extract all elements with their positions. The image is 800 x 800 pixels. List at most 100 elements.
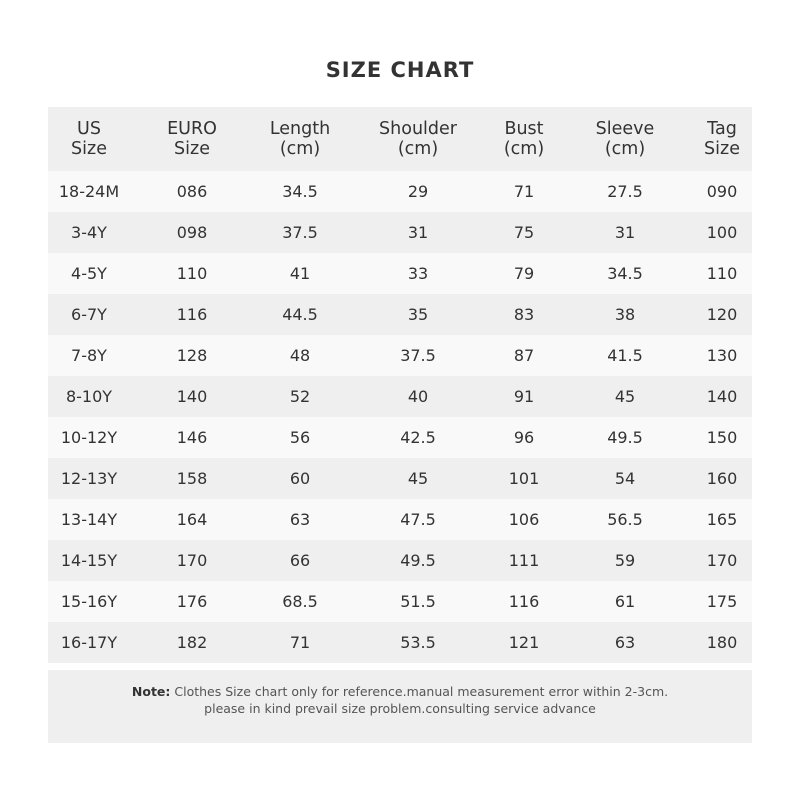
table-cell: 75 (513, 222, 535, 242)
table-cell: 48 (289, 345, 311, 365)
table-cell: 38 (614, 304, 636, 324)
column-header: Length (cm) (269, 119, 331, 159)
table-cell: 71 (513, 181, 535, 201)
table-cell: 101 (508, 468, 540, 488)
table-cell: 31 (614, 222, 636, 242)
table-row: 16-17Y 182 71 53.5 121 63 180 (48, 622, 752, 663)
table-cell: 10-12Y (60, 427, 118, 447)
table-cell: 71 (289, 632, 311, 652)
table-cell: 42.5 (400, 427, 436, 447)
table-cell: 44.5 (282, 304, 318, 324)
table-cell: 29 (407, 181, 429, 201)
table-cell: 090 (706, 181, 738, 201)
table-cell: 180 (706, 632, 738, 652)
table-cell: 34.5 (607, 263, 643, 283)
table-cell: 37.5 (400, 345, 436, 365)
column-header: US Size (71, 119, 107, 159)
table-cell: 53.5 (400, 632, 436, 652)
table-cell: 116 (176, 304, 208, 324)
note-label: Note: (131, 684, 171, 699)
table-cell: 91 (513, 386, 535, 406)
table-cell: 8-10Y (65, 386, 113, 406)
table-cell: 40 (407, 386, 429, 406)
table-cell: 51.5 (400, 591, 436, 611)
table-cell: 96 (513, 427, 535, 447)
table-cell: 87 (513, 345, 535, 365)
table-header: US Size EURO Size Length (cm) Shoulder (cm)… (48, 107, 752, 171)
table-cell: 12-13Y (60, 468, 118, 488)
table-row: 4-5Y 110 41 33 79 34.5 110 (48, 253, 752, 294)
table-cell: 49.5 (400, 550, 436, 570)
table-row: 13-14Y 164 63 47.5 106 56.5 165 (48, 499, 752, 540)
table-cell: 54 (614, 468, 636, 488)
table-cell: 098 (176, 222, 208, 242)
column-header: EURO Size (167, 119, 217, 159)
table-row: 12-13Y 158 60 45 101 54 160 (48, 458, 752, 499)
table-cell: 158 (176, 468, 208, 488)
table-cell: 160 (706, 468, 738, 488)
table-cell: 41.5 (607, 345, 643, 365)
table-cell: 35 (407, 304, 429, 324)
table-cell: 45 (407, 468, 429, 488)
column-header: Sleeve (cm) (595, 119, 655, 159)
table-row: 7-8Y 128 48 37.5 87 41.5 130 (48, 335, 752, 376)
table-cell: 31 (407, 222, 429, 242)
size-table: US Size EURO Size Length (cm) Shoulder (cm)… (48, 107, 752, 663)
table-cell: 83 (513, 304, 535, 324)
table-cell: 41 (289, 263, 311, 283)
table-cell: 176 (176, 591, 208, 611)
table-cell: 47.5 (400, 509, 436, 529)
table-cell: 110 (176, 263, 208, 283)
page-title: SIZE CHART (325, 58, 475, 82)
table-cell: 130 (706, 345, 738, 365)
table-row: 10-12Y 146 56 42.5 96 49.5 150 (48, 417, 752, 458)
column-header: Shoulder (cm) (379, 119, 457, 159)
table-cell: 16-17Y (60, 632, 118, 652)
table-cell: 140 (176, 386, 208, 406)
table-cell: 52 (289, 386, 311, 406)
table-cell: 15-16Y (60, 591, 118, 611)
table-cell: 37.5 (282, 222, 318, 242)
column-header: Tag Size (704, 119, 740, 159)
table-cell: 170 (706, 550, 738, 570)
table-cell: 170 (176, 550, 208, 570)
table-cell: 106 (508, 509, 540, 529)
table-cell: 45 (614, 386, 636, 406)
table-row: 6-7Y 116 44.5 35 83 38 120 (48, 294, 752, 335)
table-cell: 121 (508, 632, 540, 652)
table-cell: 110 (706, 263, 738, 283)
table-cell: 60 (289, 468, 311, 488)
table-row: 3-4Y 098 37.5 31 75 31 100 (48, 212, 752, 253)
table-cell: 56 (289, 427, 311, 447)
table-cell: 111 (508, 550, 540, 570)
table-row: 18-24M 086 34.5 29 71 27.5 090 (48, 171, 752, 212)
table-cell: 79 (513, 263, 535, 283)
table-cell: 33 (407, 263, 429, 283)
table-cell: 14-15Y (60, 550, 118, 570)
note-box: Note: Clothes Size chart only for refere… (48, 670, 752, 743)
table-cell: 146 (176, 427, 208, 447)
table-cell: 100 (706, 222, 738, 242)
table-cell: 7-8Y (71, 345, 107, 365)
table-cell: 086 (176, 181, 208, 201)
table-row: 8-10Y 140 52 40 91 45 140 (48, 376, 752, 417)
table-cell: 34.5 (282, 181, 318, 201)
column-header: Bust (cm) (503, 119, 545, 159)
table-cell: 150 (706, 427, 738, 447)
table-cell: 128 (176, 345, 208, 365)
table-row: 15-16Y 176 68.5 51.5 116 61 175 (48, 581, 752, 622)
note-line-1: Clothes Size chart only for reference.ma… (170, 684, 669, 699)
table-cell: 4-5Y (71, 263, 107, 283)
table-cell: 63 (289, 509, 311, 529)
table-cell: 116 (508, 591, 540, 611)
table-cell: 27.5 (607, 181, 643, 201)
table-row: 14-15Y 170 66 49.5 111 59 170 (48, 540, 752, 581)
table-cell: 66 (289, 550, 311, 570)
table-cell: 120 (706, 304, 738, 324)
table-cell: 175 (706, 591, 738, 611)
table-cell: 164 (176, 509, 208, 529)
table-cell: 59 (614, 550, 636, 570)
table-cell: 140 (706, 386, 738, 406)
table-cell: 18-24M (58, 181, 120, 201)
table-cell: 63 (614, 632, 636, 652)
